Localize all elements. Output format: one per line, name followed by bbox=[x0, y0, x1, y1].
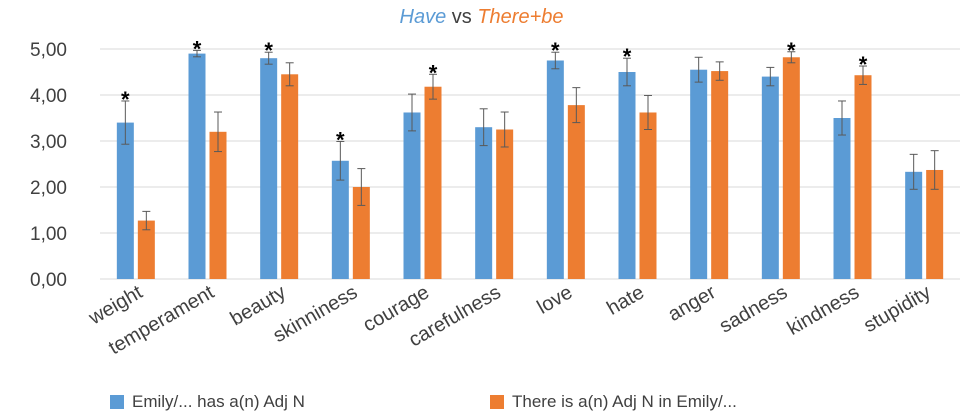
legend-label-series2: There is a(n) Adj N in Emily/... bbox=[512, 392, 737, 411]
legend-swatch-series2 bbox=[490, 395, 504, 409]
bar-series2 bbox=[782, 57, 800, 279]
title-vs: vs bbox=[446, 6, 478, 28]
x-tick-label: sadness bbox=[716, 281, 792, 337]
legend-swatch-series1 bbox=[110, 395, 124, 409]
y-tick-label: 0,00 bbox=[30, 270, 67, 291]
bar-series1 bbox=[546, 60, 564, 279]
significance-marker: * bbox=[623, 44, 632, 69]
x-tick-label: love bbox=[534, 281, 577, 318]
bar-series1 bbox=[761, 76, 779, 279]
x-tick-label: hate bbox=[603, 281, 648, 320]
significance-marker: * bbox=[121, 87, 130, 112]
bar-series1 bbox=[690, 69, 708, 279]
bar-series1 bbox=[188, 53, 206, 279]
bar-series1 bbox=[618, 72, 636, 279]
bar-series2 bbox=[137, 220, 155, 279]
bar-series2 bbox=[639, 112, 657, 279]
x-tick-label: stupidity bbox=[860, 281, 935, 337]
chart-title: Have vs There+be bbox=[0, 6, 963, 29]
bar-series1 bbox=[260, 58, 278, 280]
x-tick-label: anger bbox=[664, 281, 720, 326]
significance-marker: * bbox=[429, 60, 438, 85]
bar-series2 bbox=[424, 86, 442, 279]
title-there-be: There+be bbox=[477, 6, 564, 28]
bar-series1 bbox=[331, 160, 349, 279]
bar-series2 bbox=[281, 74, 299, 279]
title-have: Have bbox=[399, 6, 447, 28]
significance-marker: * bbox=[193, 36, 202, 61]
bar-series1 bbox=[475, 127, 493, 279]
x-tick-label: kindness bbox=[784, 281, 863, 340]
significance-marker: * bbox=[336, 127, 345, 152]
legend-label-series1: Emily/... has a(n) Adj N bbox=[132, 392, 305, 411]
bar-series2 bbox=[854, 75, 872, 279]
bar-series1 bbox=[116, 122, 134, 279]
y-tick-label: 1,00 bbox=[30, 224, 67, 245]
significance-marker: * bbox=[551, 38, 560, 63]
significance-marker: * bbox=[264, 38, 273, 63]
y-tick-label: 5,00 bbox=[30, 40, 67, 61]
bar-series2 bbox=[711, 71, 729, 279]
bar-series1 bbox=[905, 171, 923, 279]
bar-series2 bbox=[496, 129, 514, 279]
bar-series1 bbox=[833, 118, 851, 279]
significance-marker: * bbox=[859, 52, 868, 77]
y-tick-label: 4,00 bbox=[30, 86, 67, 107]
legend-item-series1: Emily/... has a(n) Adj N bbox=[110, 392, 305, 412]
legend-item-series2: There is a(n) Adj N in Emily/... bbox=[490, 392, 737, 412]
bar-series2 bbox=[567, 105, 585, 280]
bar-series2 bbox=[352, 187, 370, 279]
significance-marker: * bbox=[787, 38, 796, 63]
bar-series1 bbox=[403, 112, 421, 279]
bar-series2 bbox=[926, 169, 944, 279]
y-tick-label: 2,00 bbox=[30, 178, 67, 199]
bar-series2 bbox=[209, 131, 227, 279]
y-tick-label: 3,00 bbox=[30, 132, 67, 153]
legend: Emily/... has a(n) Adj N There is a(n) A… bbox=[0, 392, 963, 414]
